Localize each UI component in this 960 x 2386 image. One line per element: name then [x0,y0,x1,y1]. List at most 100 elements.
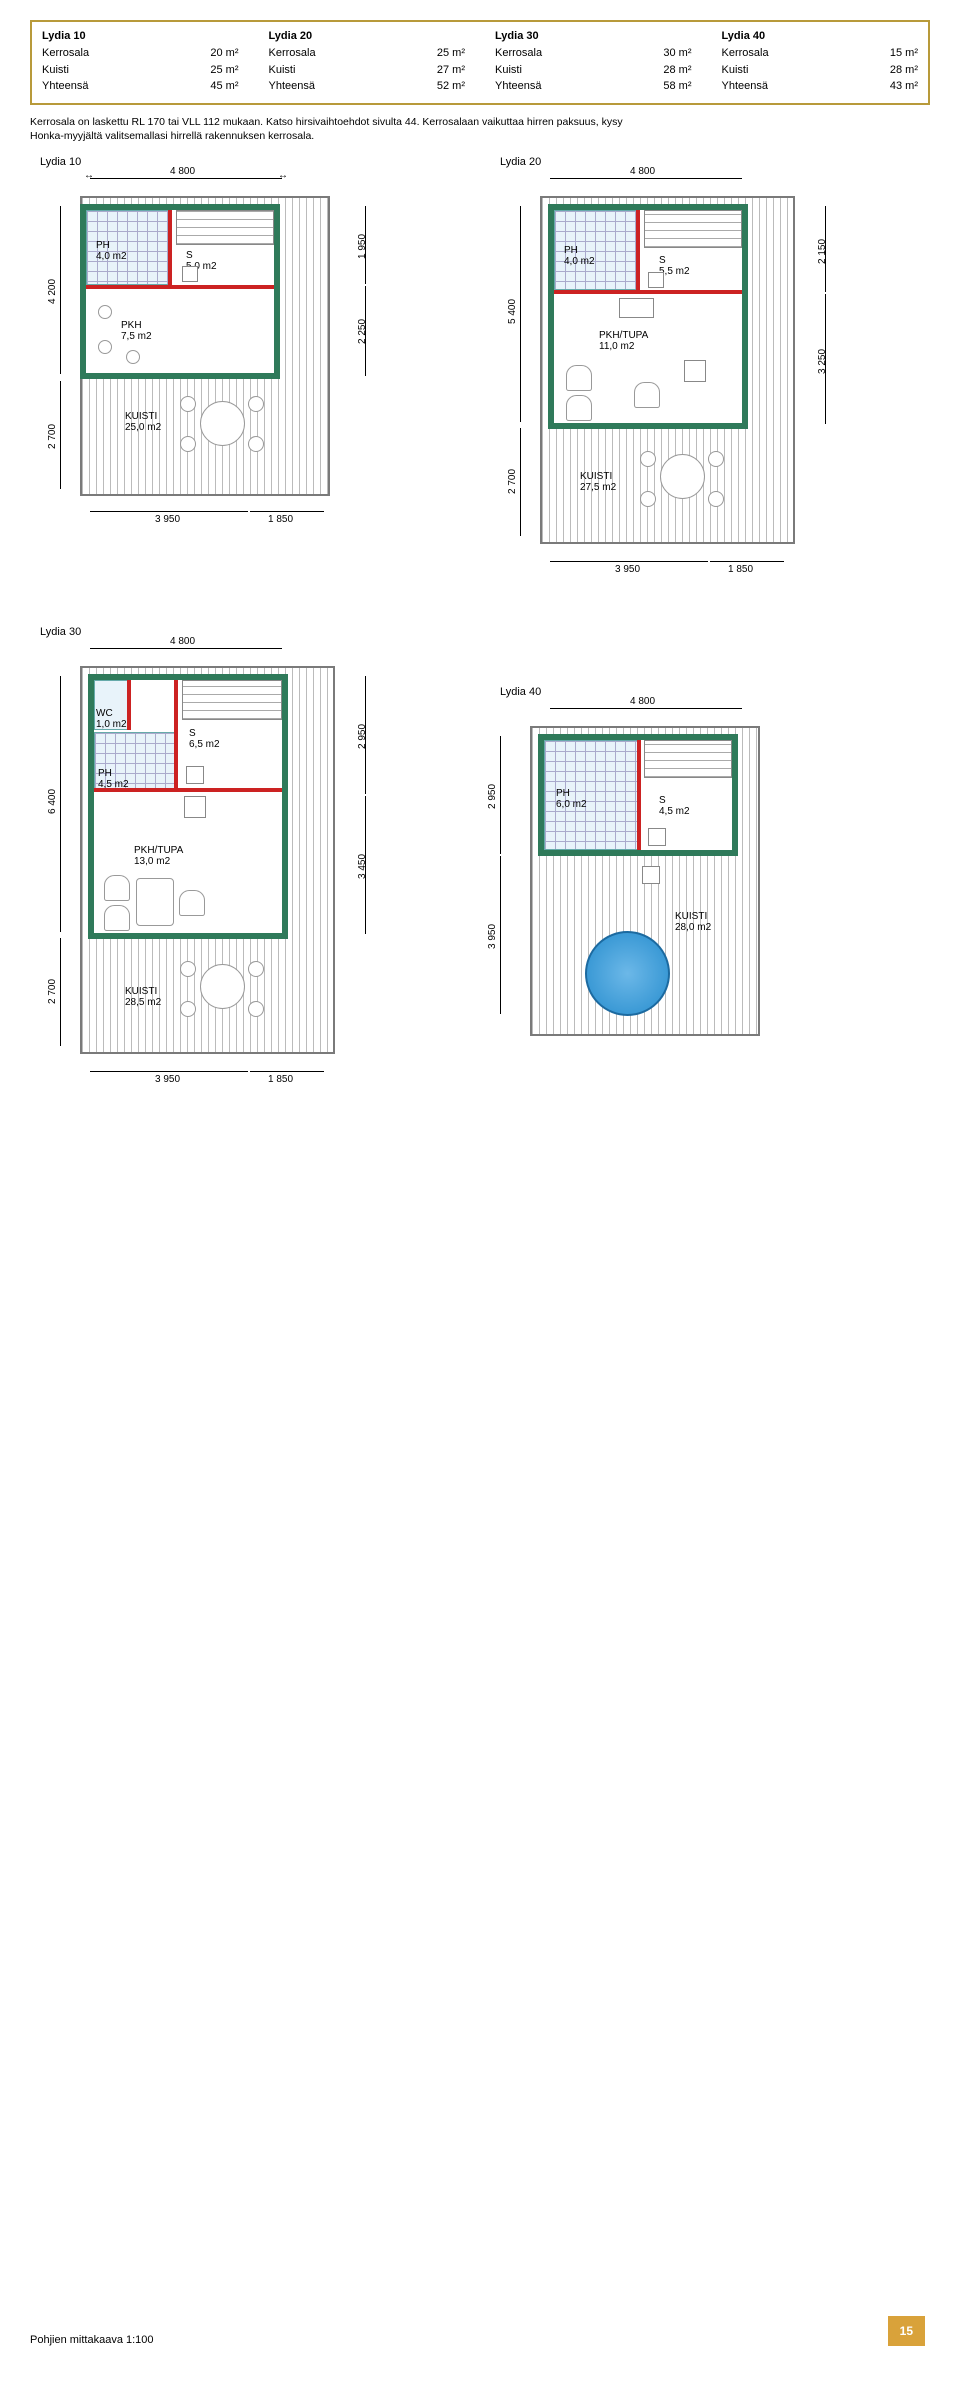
plan-lydia40: Lydia 40 4 800 2 950 3 950 PH6,0 m2 S4,5… [460,686,900,1136]
chair-icon [104,875,130,901]
dim-label: 4 800 [630,166,655,177]
spec-row: Kuisti27 m² [269,62,466,79]
dim-label: 4 800 [170,166,195,177]
spec-row: Kerrosala25 m² [269,45,466,62]
spec-title: Lydia 20 [269,30,466,42]
kitchen-icon [184,796,206,818]
spec-title: Lydia 30 [495,30,692,42]
chair-icon [248,396,264,412]
dim-label: 3 950 [155,1074,180,1085]
spec-row: Kuisti25 m² [42,62,239,79]
spec-row: Yhteensä43 m² [722,78,919,95]
spec-row: Kerrosala20 m² [42,45,239,62]
dim-label: 4 800 [170,636,195,647]
dim-label: 2 250 [357,319,368,344]
table-icon [200,401,245,446]
dim-label: 5 400 [507,299,518,324]
room-label-wc: WC1,0 m2 [96,708,127,731]
dim-label: 3 950 [155,514,180,525]
dim-label: 2 700 [507,469,518,494]
kitchen-icon [619,298,654,318]
chair-icon [640,491,656,507]
sauna-benches [644,740,732,778]
page-number: 15 [888,2316,925,2346]
dim-label: 6 400 [47,789,58,814]
dim-label: 3 950 [487,924,498,949]
dim-label: 2 950 [357,724,368,749]
room-label-ph: PH4,0 m2 [564,245,595,268]
chair-icon [180,436,196,452]
dim-label: 4 200 [47,279,58,304]
chair-icon [248,436,264,452]
room-label-kuisti: KUISTI28,0 m2 [675,911,711,934]
room-label-kuisti: KUISTI28,5 m2 [125,986,161,1009]
furniture-icon [126,350,140,364]
spec-row: Yhteensä52 m² [269,78,466,95]
room-label-pkhtupa: PKH/TUPA11,0 m2 [599,330,648,353]
plan-lydia10: Lydia 10 4 800 ↔ ↔ 4 200 2 700 1 950 2 2… [30,156,460,536]
spec-col-lydia20: Lydia 20 Kerrosala25 m² Kuisti27 m² Yhte… [269,30,466,95]
room-label-kuisti: KUISTI25,0 m2 [125,411,161,434]
spec-col-lydia40: Lydia 40 Kerrosala15 m² Kuisti28 m² Yhte… [722,30,919,95]
dim-label: 1 950 [357,234,368,259]
chair-icon [248,961,264,977]
building: PH6,0 m2 S4,5 m2 [538,734,738,856]
dim-label: 3 450 [357,854,368,879]
building: PH4,0 m2 S5,5 m2 PKH/TUPA11,0 m2 [548,204,748,429]
hottub-icon [585,931,670,1016]
chair-icon [566,395,592,421]
stove-icon [182,266,198,282]
table-icon [200,964,245,1009]
chair-icon [179,890,205,916]
plan-title: Lydia 10 [40,156,81,168]
dim-label: 1 850 [728,564,753,575]
dim-label: 3 950 [615,564,640,575]
note-text: Kerrosala on laskettu RL 170 tai VLL 112… [30,115,630,144]
stove-icon [186,766,204,784]
room-label-pkhtupa: PKH/TUPA13,0 m2 [134,845,183,868]
dim-label: 4 800 [630,696,655,707]
sauna-benches [182,680,282,720]
chair-icon [180,961,196,977]
building: PH4,0 m2 S5,0 m2 PKH7,5 m2 [80,204,280,379]
dim-label: 1 850 [268,514,293,525]
plan-title: Lydia 40 [500,686,541,698]
table-icon [136,878,174,926]
sauna-benches [176,210,274,245]
dim-label: 3 250 [817,349,828,374]
furniture-icon [98,305,112,319]
chair-icon [180,1001,196,1017]
plan-title: Lydia 20 [500,156,541,168]
dim-label: 2 700 [47,979,58,1004]
plan-lydia20: Lydia 20 4 800 5 400 2 700 2 150 3 250 3… [490,156,930,606]
room-label-s: S6,5 m2 [189,728,220,751]
chair-icon [708,491,724,507]
dim-label: 1 850 [268,1074,293,1085]
spec-table: Lydia 10 Kerrosala20 m² Kuisti25 m² Yhte… [30,20,930,105]
furniture-icon [98,340,112,354]
stove-icon [648,828,666,846]
room-label-ph: PH6,0 m2 [556,788,587,811]
spec-row: Yhteensä58 m² [495,78,692,95]
spec-row: Kerrosala15 m² [722,45,919,62]
spec-row: Kuisti28 m² [495,62,692,79]
room-label-pkh: PKH7,5 m2 [121,320,152,343]
spec-row: Yhteensä45 m² [42,78,239,95]
plan-title: Lydia 30 [40,626,81,638]
chair-icon [180,396,196,412]
stove-icon [648,272,664,288]
room-label-s: S4,5 m2 [659,795,690,818]
chair-icon [640,451,656,467]
chair-icon [248,1001,264,1017]
spec-row: Kuisti28 m² [722,62,919,79]
spec-row: Kerrosala30 m² [495,45,692,62]
plan-lydia30: Lydia 30 4 800 6 400 2 700 2 950 3 450 3… [30,626,460,1126]
room-label-ph: PH4,0 m2 [96,240,127,263]
dim-label: 2 150 [817,239,828,264]
spec-title: Lydia 10 [42,30,239,42]
chair-icon [634,382,660,408]
dim-label: 2 950 [487,784,498,809]
building: WC1,0 m2 PH4,5 m2 S6,5 m2 PKH/TUPA13,0 m… [88,674,288,939]
chair-icon [104,905,130,931]
spec-col-lydia30: Lydia 30 Kerrosala30 m² Kuisti28 m² Yhte… [495,30,692,95]
